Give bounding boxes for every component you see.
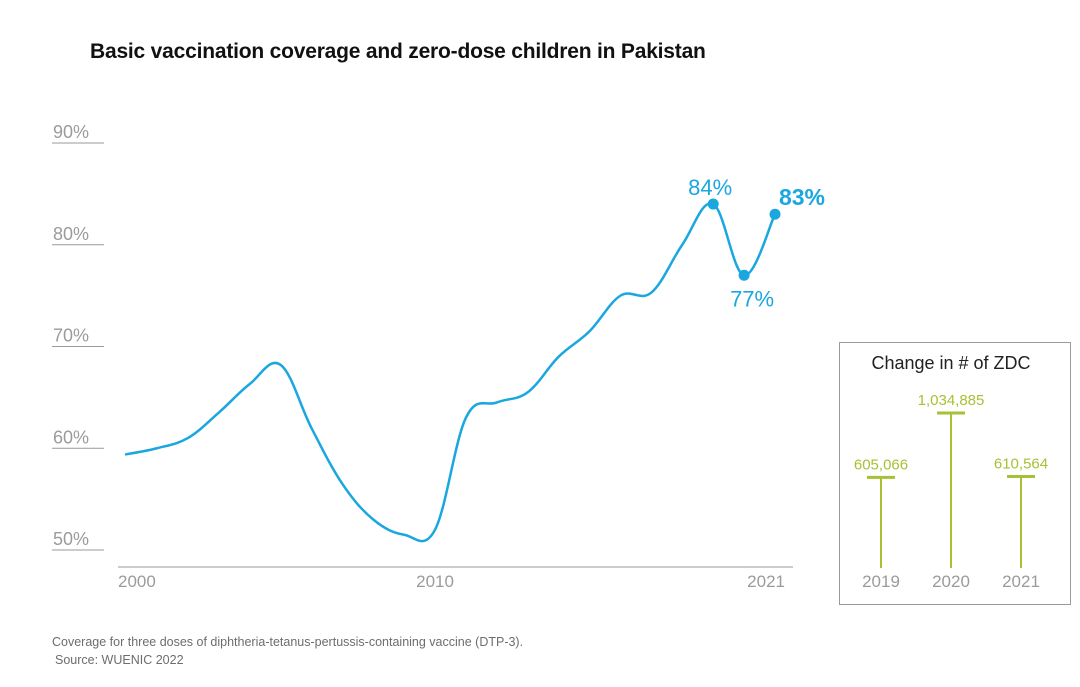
zdc-value-label: 1,034,885 xyxy=(918,392,985,409)
footnote: Coverage for three doses of diphtheria-t… xyxy=(52,633,523,669)
chart-title: Basic vaccination coverage and zero-dose… xyxy=(90,40,706,63)
zdc-year-label: 2021 xyxy=(1002,572,1040,591)
zdc-year-label: 2020 xyxy=(932,572,970,591)
data-label: 84% xyxy=(688,175,732,200)
footnote-source: Source: WUENIC 2022 xyxy=(55,653,184,667)
y-tick-label: 50% xyxy=(53,529,89,549)
x-tick-label: 2010 xyxy=(416,572,454,591)
footnote-description: Coverage for three doses of diphtheria-t… xyxy=(52,635,524,649)
coverage-series-line xyxy=(124,202,777,543)
y-tick-label: 80% xyxy=(53,224,89,244)
zdc-box xyxy=(839,342,1071,605)
x-tick-label: 2021 xyxy=(747,572,785,591)
data-point-marker xyxy=(707,198,719,210)
data-point-marker xyxy=(769,208,781,220)
zdc-year-label: 2019 xyxy=(862,572,900,591)
y-tick-label: 90% xyxy=(53,122,89,142)
y-tick-label: 70% xyxy=(53,326,89,346)
zdc-value-label: 610,564 xyxy=(994,456,1048,473)
data-point-marker xyxy=(738,269,750,281)
zdc-value-label: 605,066 xyxy=(854,456,908,473)
data-label: 77% xyxy=(730,286,774,311)
x-tick-label: 2000 xyxy=(118,572,156,591)
data-label: 83% xyxy=(779,184,825,210)
zdc-title: Change in # of ZDC xyxy=(871,353,1030,373)
y-tick-label: 60% xyxy=(53,427,89,447)
